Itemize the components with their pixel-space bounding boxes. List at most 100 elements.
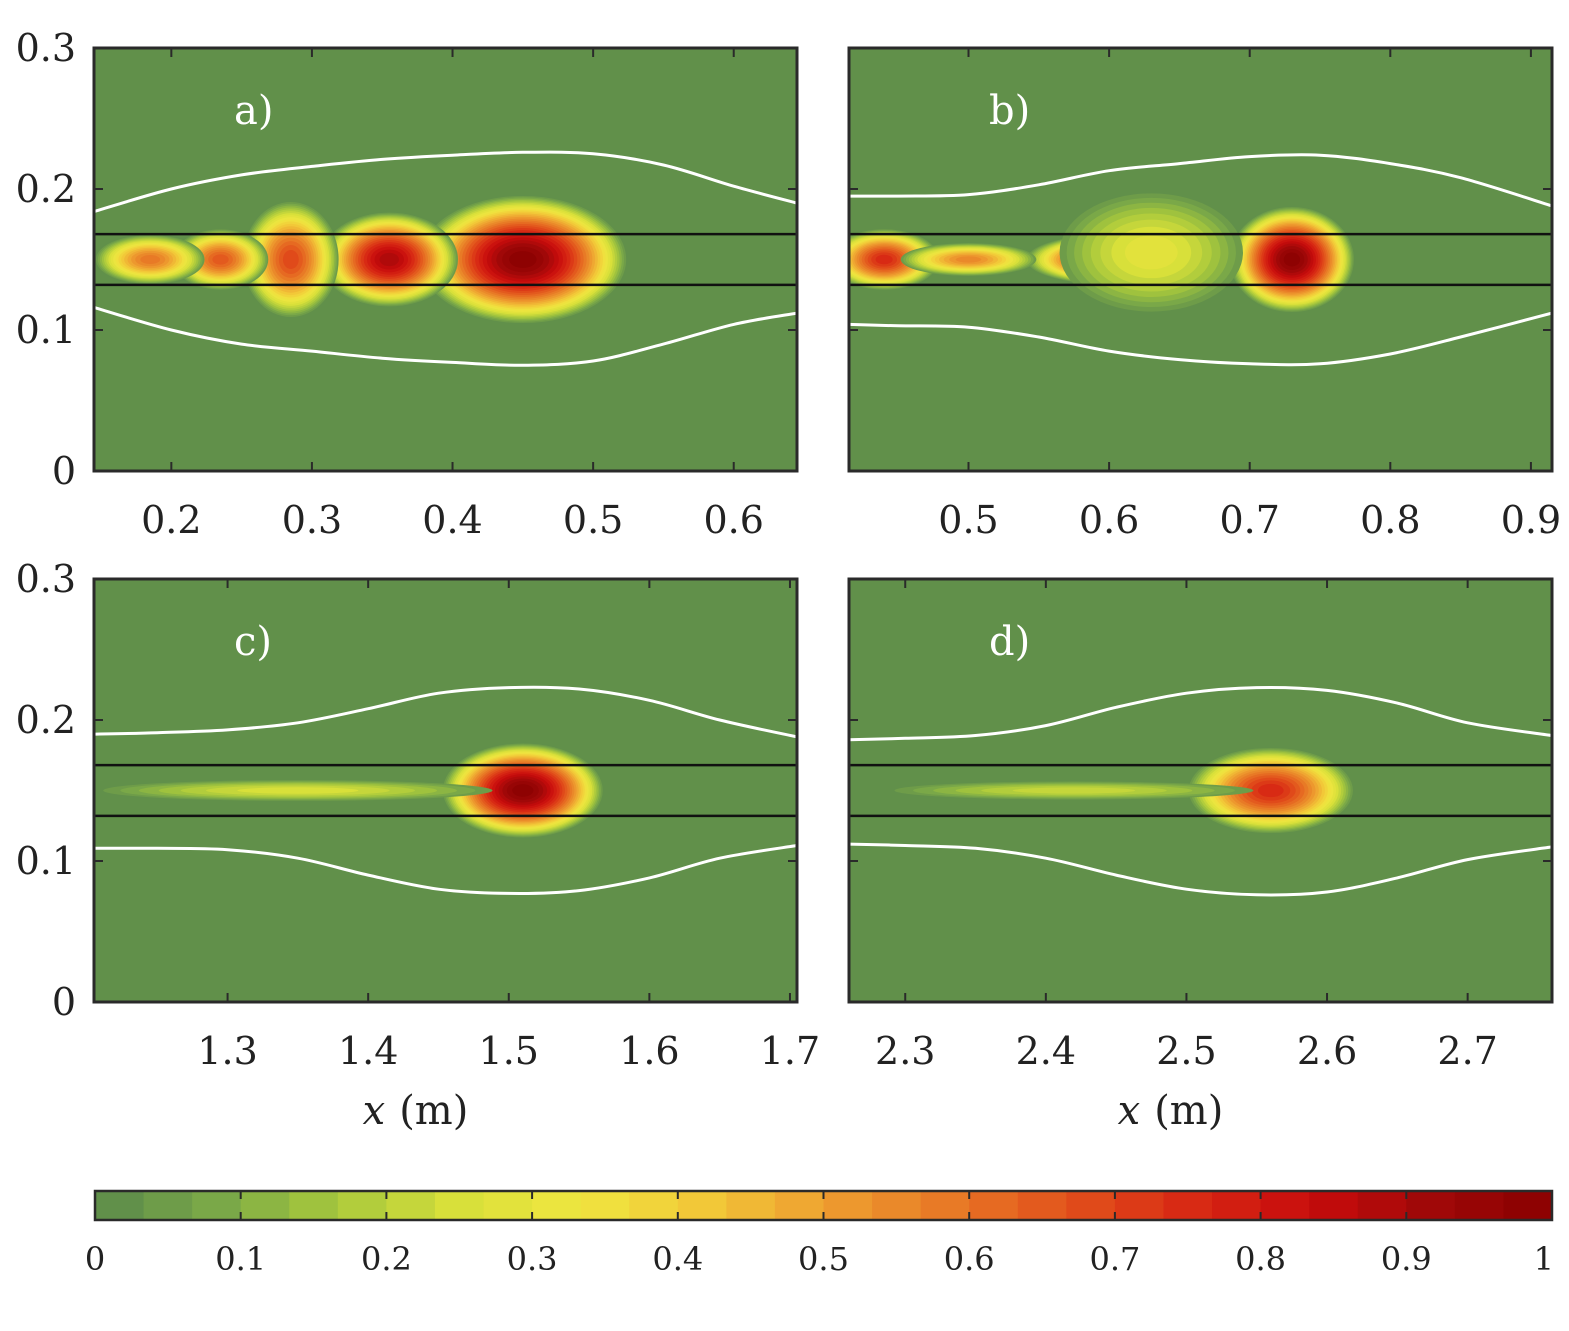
y-tick-label: 0.3 [16,557,76,601]
white-contour-upper [94,150,797,214]
field-blob [172,229,269,290]
white-contour-lower [849,842,1552,897]
field-blob [103,780,493,801]
colorbar-segment [629,1191,679,1220]
contour-level [875,254,893,265]
colorbar-segment [1212,1191,1262,1220]
x-tick-label: 0.2 [141,498,201,542]
white-contour-lower [849,311,1552,367]
contour-level [1124,235,1178,270]
y-tick-label: 0.2 [16,167,76,211]
panel-c: 1.3 1.4 1.5 1.6 1.7 0 0.1 0.2 0.3 c) x (m) [16,557,821,1134]
white-contour-lower [94,305,797,367]
contour-level [1257,783,1284,798]
x-tick-label: 0.3 [282,498,342,542]
panel-d: 2.3 2.4 2.5 2.6 2.7 d) x (m) [847,577,1554,1134]
x-tick-label: 1.3 [197,1029,257,1073]
y-tick-label: 0.1 [16,308,76,352]
colorbar-tick-label: 0.9 [1381,1240,1432,1278]
x-axis-title: x (m) [1118,1088,1224,1134]
panel-label: d) [989,619,1030,665]
contour-level [1283,252,1301,267]
x-tick-label: 0.5 [938,498,998,542]
panel-label: c) [234,619,272,665]
x-tick-label: 2.6 [1297,1029,1357,1073]
contour-level [379,252,399,267]
colorbar-segment [143,1191,193,1220]
colorbar-tick-label: 0 [85,1240,105,1278]
x-tick-label: 1.6 [619,1029,679,1073]
colorbar-tick-label: 0.6 [944,1240,995,1278]
y-tick-label: 0.2 [16,698,76,742]
x-tick-label: 1.7 [760,1029,820,1073]
white-contour-upper [849,685,1552,742]
x-tick-label: 0.4 [422,498,482,542]
colorbar-segment [1406,1191,1456,1220]
colorbar-tick-label: 0.7 [1089,1240,1140,1278]
x-tick-label: 0.6 [1079,498,1139,542]
colorbar-segment [240,1191,290,1220]
panel-b: 0.5 0.6 0.7 0.8 0.9 b) [847,46,1561,542]
colorbar-segment [774,1191,825,1220]
field-blob [442,743,603,838]
panel-frame [92,46,799,473]
colorbar-segment [969,1191,1019,1220]
white-contour-upper [94,685,797,739]
colorbar-layer: 0 0.1 0.2 0.3 0.4 0.5 0.6 0.7 0.8 0.9 1 [85,1189,1554,1278]
white-contour-lower [94,844,797,895]
y-tick-label: 0 [52,449,76,493]
colorbar-segment [726,1191,776,1220]
field-blob [849,229,939,290]
panels-layer: 0.2 0.3 0.4 0.5 0.600.10.20.3a)0.5 0.6 0.7 0.8 0… [16,26,1562,1134]
x-tick-label: 1.4 [338,1029,398,1073]
contour-level [212,254,229,265]
x-axis-title: x (m) [363,1088,469,1134]
panel-frame [92,577,799,1004]
colorbar-segment [386,1191,436,1220]
colorbar-tick-label: 1 [1534,1240,1554,1278]
colorbar-segment [920,1191,970,1220]
colorbar-segment [677,1191,727,1220]
colorbar-segment [1503,1191,1553,1220]
white-contour-upper [849,153,1552,208]
contour-level [955,256,982,263]
colorbar-segment [1454,1191,1505,1220]
x-tick-label: 0.6 [704,498,764,542]
colorbar-segment [532,1191,582,1220]
field-blob [320,212,458,307]
contour-level [282,249,299,270]
colorbar-segment [483,1191,533,1220]
colorbar-segment [823,1191,873,1220]
colorbar-segment [192,1191,242,1220]
panel-frame [847,46,1554,473]
colorbar-segment [337,1191,387,1220]
contour-level [509,251,537,268]
y-tick-label: 0.1 [16,839,76,883]
field-blob [1059,193,1243,312]
colorbar-segment [1163,1191,1213,1220]
contour-level [512,784,534,797]
colorbar-segment [95,1191,145,1220]
colorbar-segment [1309,1191,1359,1220]
scalar-field [103,743,603,838]
colorbar-segment [872,1191,922,1220]
colorbar: 0 0.1 0.2 0.3 0.4 0.5 0.6 0.7 0.8 0.9 1 [85,1189,1554,1278]
panel-label: a) [234,88,273,134]
colorbar-tick-label: 0.5 [798,1240,849,1278]
scalar-field [894,747,1353,834]
x-tick-label: 2.5 [1156,1029,1216,1073]
colorbar-tick-label: 0.4 [652,1240,703,1278]
contour-level [140,255,161,264]
x-tick-label: 0.5 [563,498,623,542]
field-blob [894,781,1254,800]
field-blob [95,234,205,285]
contour-level [1012,787,1136,794]
x-tick-label: 1.5 [479,1029,539,1073]
field-blob [1188,747,1353,834]
colorbar-tick-label: 0.1 [215,1240,266,1278]
colorbar-segment [1357,1191,1407,1220]
y-tick-label: 0 [52,980,76,1024]
colorbar-segment [580,1191,630,1220]
colorbar-tick-label: 0.2 [361,1240,412,1278]
